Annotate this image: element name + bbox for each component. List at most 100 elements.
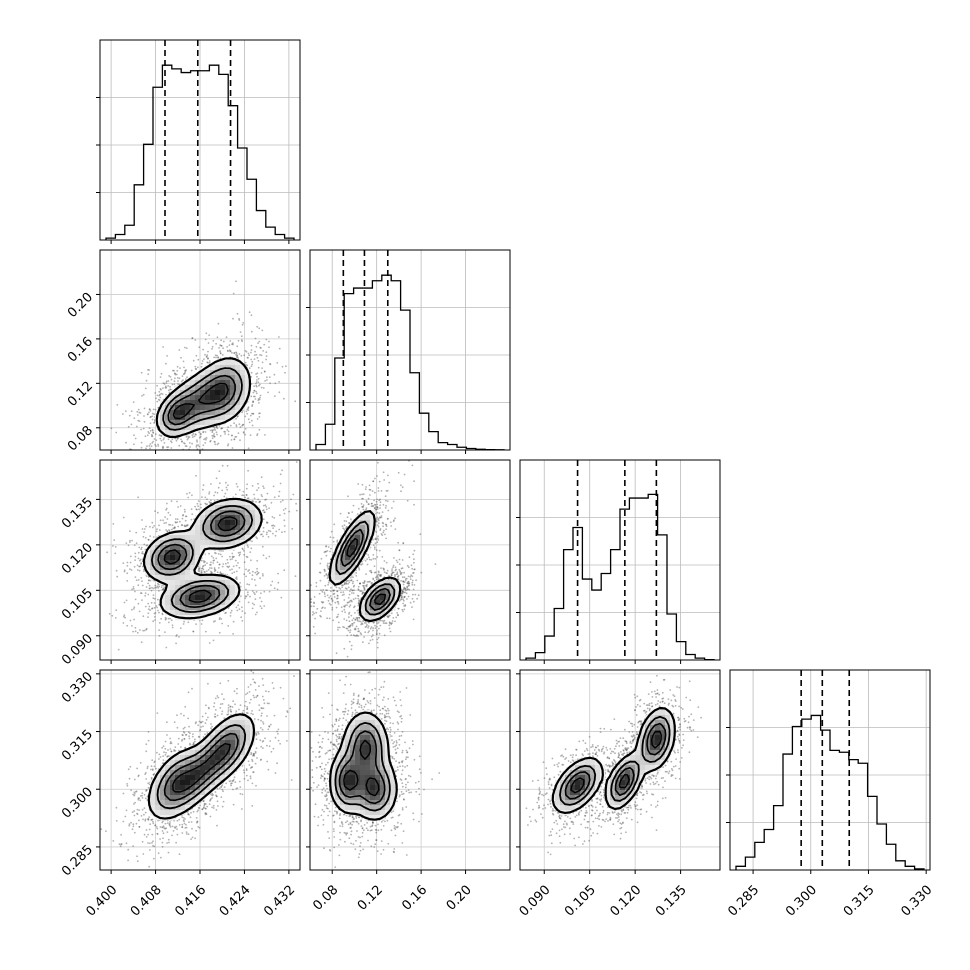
sample-point xyxy=(247,686,250,688)
sample-point xyxy=(191,434,194,437)
sample-point xyxy=(163,522,166,524)
histogram-panel-2 xyxy=(306,249,511,454)
density-cell xyxy=(160,425,166,431)
sample-point xyxy=(265,338,268,341)
sample-point xyxy=(178,636,180,638)
density-cell xyxy=(185,585,191,591)
density-cell xyxy=(190,395,196,401)
sample-point xyxy=(223,430,226,433)
sample-point xyxy=(216,824,218,827)
density-cell xyxy=(185,420,191,426)
sample-point xyxy=(165,386,168,389)
density-cell xyxy=(235,400,241,406)
sample-point xyxy=(237,475,239,477)
sample-point xyxy=(134,791,137,793)
sample-point xyxy=(161,588,164,591)
sample-point xyxy=(244,415,247,418)
sample-point xyxy=(202,800,205,803)
density-cell xyxy=(205,605,211,611)
density-cell xyxy=(190,535,196,541)
sample-point xyxy=(259,500,261,503)
sample-point xyxy=(250,358,253,361)
sample-point xyxy=(169,385,171,388)
sample-point xyxy=(249,698,252,701)
sample-point xyxy=(133,544,136,546)
sample-point xyxy=(176,438,179,440)
density-cell xyxy=(220,575,226,581)
sample-point xyxy=(175,439,178,442)
sample-point xyxy=(214,716,217,718)
sample-point xyxy=(163,827,166,829)
sample-point xyxy=(158,753,161,756)
density-cell xyxy=(220,515,226,521)
sample-point xyxy=(284,507,287,510)
sample-point xyxy=(200,365,203,368)
sample-point xyxy=(160,457,162,459)
sample-point xyxy=(183,525,186,528)
sample-point xyxy=(221,555,224,558)
sample-point xyxy=(171,524,174,526)
density-cell xyxy=(215,420,221,426)
sample-point xyxy=(129,530,131,532)
sample-point xyxy=(190,369,193,372)
density-cell xyxy=(215,395,221,401)
sample-point xyxy=(244,361,247,364)
density-cell xyxy=(210,595,216,601)
sample-point xyxy=(223,698,225,701)
sample-point xyxy=(185,733,188,736)
sample-point xyxy=(217,356,220,359)
sample-point xyxy=(133,831,136,834)
sample-point xyxy=(250,712,253,715)
density-cell xyxy=(175,610,181,616)
sample-point xyxy=(213,494,216,497)
sample-point xyxy=(133,810,136,812)
sample-point xyxy=(224,573,227,576)
sample-point xyxy=(201,456,203,458)
sample-point xyxy=(145,447,147,450)
density-cell xyxy=(175,395,181,401)
sample-point xyxy=(152,454,154,456)
sample-point xyxy=(170,447,173,449)
density-cell xyxy=(200,390,206,396)
density-cell xyxy=(220,585,226,591)
sample-point xyxy=(278,336,280,338)
density-cell xyxy=(160,560,166,566)
density-cell xyxy=(225,585,231,591)
sample-point xyxy=(202,564,205,567)
sample-point xyxy=(137,557,140,560)
sample-point xyxy=(202,348,205,351)
sample-point xyxy=(216,427,219,430)
sample-point xyxy=(197,444,200,446)
sample-point xyxy=(140,546,143,549)
sample-point xyxy=(197,565,200,568)
sample-point xyxy=(275,530,278,533)
sample-point xyxy=(151,607,154,610)
sample-point xyxy=(194,367,197,370)
sample-point xyxy=(260,714,263,717)
sample-point xyxy=(153,597,156,600)
sample-point xyxy=(242,769,245,772)
sample-point xyxy=(115,569,118,572)
sample-point xyxy=(162,519,165,522)
density-cell xyxy=(210,365,216,371)
density-cell xyxy=(215,585,221,591)
sample-point xyxy=(262,684,265,686)
sample-point xyxy=(137,408,140,411)
sample-point xyxy=(173,383,176,386)
density-cell xyxy=(235,525,241,531)
histogram-steps xyxy=(525,493,715,661)
sample-point xyxy=(134,559,137,561)
sample-point xyxy=(250,349,253,351)
sample-point xyxy=(207,361,209,364)
sample-point xyxy=(250,365,253,367)
sample-point xyxy=(262,699,265,701)
sample-point xyxy=(266,492,269,495)
sample-point xyxy=(209,440,212,443)
sample-point xyxy=(114,552,117,555)
sample-point xyxy=(176,828,178,830)
sample-point xyxy=(175,642,178,645)
sample-point xyxy=(251,758,253,761)
density-cell xyxy=(160,405,166,411)
sample-point xyxy=(150,433,153,436)
sample-point xyxy=(122,820,125,823)
